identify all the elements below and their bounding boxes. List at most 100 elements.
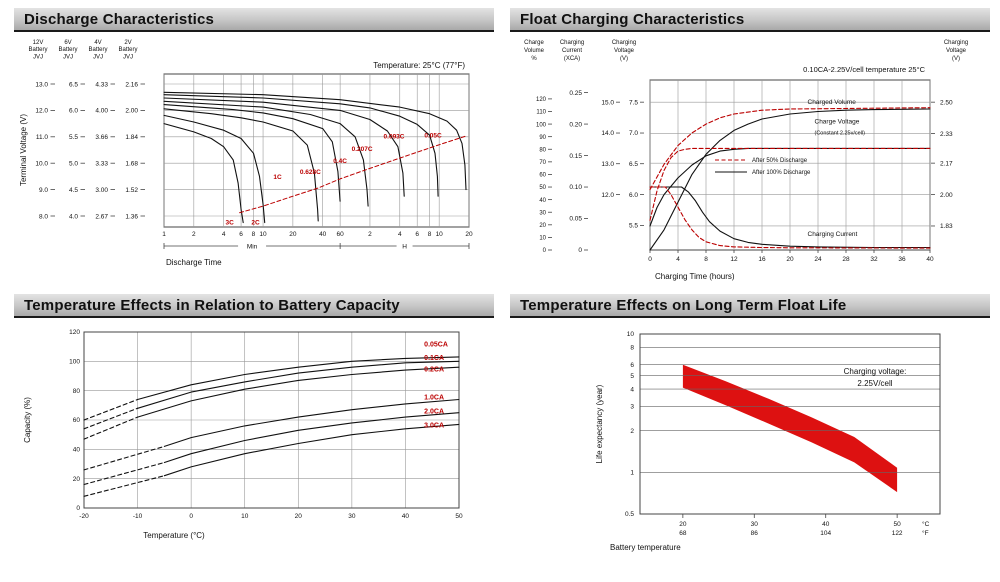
svg-text:6: 6	[415, 231, 419, 238]
panel-discharge: Discharge Characteristics 12V Battery JVJ 1…	[14, 8, 494, 282]
svg-text:0.5: 0.5	[625, 511, 634, 518]
svg-text:13.0: 13.0	[35, 81, 48, 88]
svg-text:0: 0	[578, 247, 582, 254]
svg-text:2.0CA: 2.0CA	[424, 408, 444, 415]
svg-text:1C: 1C	[273, 174, 282, 181]
svg-text:Discharge Time: Discharge Time	[166, 258, 222, 267]
svg-text:2.67: 2.67	[95, 213, 108, 220]
svg-text:3.00: 3.00	[95, 187, 108, 194]
svg-text:40: 40	[73, 447, 81, 454]
svg-text:Charging: Charging	[560, 40, 584, 46]
svg-text:3C: 3C	[225, 219, 234, 226]
svg-text:90: 90	[539, 135, 546, 141]
svg-text:1.84: 1.84	[125, 134, 138, 141]
svg-text:2.00: 2.00	[940, 192, 953, 199]
svg-text:0.05: 0.05	[569, 216, 582, 223]
svg-text:0.207C: 0.207C	[352, 146, 373, 153]
svg-text:40: 40	[822, 521, 830, 528]
svg-text:Temperature (°C): Temperature (°C)	[143, 531, 205, 540]
svg-text:°C: °C	[922, 520, 930, 528]
svg-text:120: 120	[69, 329, 80, 336]
svg-text:6.5: 6.5	[69, 81, 78, 88]
svg-text:0.05C: 0.05C	[424, 133, 442, 140]
panel-float-charging: Float Charging Characteristics Charge Vol…	[510, 8, 990, 282]
svg-text:68: 68	[679, 530, 687, 537]
svg-text:%: %	[531, 56, 537, 62]
svg-text:2: 2	[192, 231, 196, 238]
svg-text:JVJ: JVJ	[93, 54, 103, 60]
svg-text:2: 2	[368, 231, 372, 238]
svg-text:H: H	[402, 244, 407, 251]
svg-text:1.52: 1.52	[125, 187, 138, 194]
panel-temp-capacity-title: Temperature Effects in Relation to Batte…	[24, 297, 400, 314]
svg-text:40: 40	[402, 513, 410, 520]
svg-text:4V: 4V	[94, 40, 101, 46]
svg-text:Charged Volume: Charged Volume	[808, 99, 857, 106]
svg-text:Life expectancy (year): Life expectancy (year)	[595, 384, 604, 463]
svg-text:0: 0	[76, 505, 80, 512]
svg-text:12.0: 12.0	[35, 108, 48, 115]
svg-text:After 50% Discharge: After 50% Discharge	[752, 158, 808, 164]
svg-text:12V: 12V	[33, 40, 44, 46]
temperature-capacity-chart: -20 -10 0 10 20 30 40 50 0 20 40 60 80 100 120 0.05CA 0.…	[14, 318, 494, 558]
svg-text:Battery: Battery	[28, 47, 47, 53]
float-life-chart: 1086543210.5206830864010450122°C°FChargi…	[510, 318, 990, 558]
svg-text:30: 30	[539, 210, 546, 216]
svg-text:Temperature: 25°C (77°F): Temperature: 25°C (77°F)	[373, 61, 465, 70]
svg-text:4.5: 4.5	[69, 187, 78, 194]
panel-discharge-title: Discharge Characteristics	[24, 11, 215, 28]
svg-text:Battery: Battery	[88, 47, 107, 53]
svg-text:0.628C: 0.628C	[300, 169, 321, 176]
svg-text:120: 120	[536, 97, 547, 103]
svg-text:10.0: 10.0	[35, 161, 48, 168]
svg-text:Terminal Voltage (V): Terminal Voltage (V)	[19, 114, 28, 186]
svg-text:5: 5	[630, 373, 634, 380]
svg-text:Charging Time (hours): Charging Time (hours)	[655, 272, 735, 281]
panel-temp-float-life: Temperature Effects on Long Term Float L…	[510, 294, 990, 558]
svg-text:3.33: 3.33	[95, 161, 108, 168]
svg-text:20: 20	[679, 521, 687, 528]
svg-text:6V: 6V	[64, 40, 71, 46]
svg-text:(V): (V)	[952, 56, 960, 62]
panel-temp-float-life-header: Temperature Effects on Long Term Float L…	[510, 294, 990, 318]
svg-text:-20: -20	[79, 513, 89, 520]
svg-text:15.0: 15.0	[601, 99, 614, 106]
svg-text:6.0: 6.0	[629, 192, 638, 199]
svg-text:0.093C: 0.093C	[384, 133, 405, 140]
svg-text:2.33: 2.33	[940, 131, 953, 138]
panel-temp-float-life-title: Temperature Effects on Long Term Float L…	[520, 297, 847, 314]
svg-text:0.25: 0.25	[569, 90, 582, 97]
svg-text:Charge: Charge	[524, 40, 544, 46]
svg-text:6: 6	[630, 362, 634, 369]
svg-text:Capacity (%): Capacity (%)	[23, 397, 32, 443]
svg-text:10: 10	[259, 231, 267, 238]
svg-text:0.4C: 0.4C	[333, 158, 347, 165]
svg-text:2V: 2V	[124, 40, 131, 46]
svg-text:8: 8	[630, 345, 634, 352]
svg-text:Voltage: Voltage	[946, 48, 967, 54]
svg-text:50: 50	[455, 513, 463, 520]
svg-text:Charging: Charging	[612, 40, 636, 46]
svg-text:1.36: 1.36	[125, 213, 138, 220]
svg-text:12: 12	[730, 256, 738, 263]
svg-text:0: 0	[189, 513, 193, 520]
svg-text:20: 20	[539, 223, 546, 229]
battery-datasheet-page: Discharge Characteristics 12V Battery JVJ 1…	[14, 8, 990, 558]
svg-text:40: 40	[319, 231, 327, 238]
svg-text:100: 100	[69, 359, 80, 366]
svg-text:13.0: 13.0	[601, 161, 614, 168]
svg-text:1.68: 1.68	[125, 161, 138, 168]
svg-text:0.10CA-2.25V/cell temperature: 0.10CA-2.25V/cell temperature 25°C	[803, 65, 925, 74]
panel-float-charging-header: Float Charging Characteristics	[510, 8, 990, 32]
svg-text:60: 60	[337, 231, 345, 238]
svg-text:20: 20	[786, 256, 794, 263]
svg-text:7.0: 7.0	[629, 130, 638, 137]
svg-text:30: 30	[751, 521, 759, 528]
svg-text:8.0: 8.0	[39, 213, 48, 220]
svg-text:4: 4	[630, 386, 634, 393]
svg-text:9.0: 9.0	[39, 187, 48, 194]
svg-text:20: 20	[295, 513, 303, 520]
svg-text:4: 4	[222, 231, 226, 238]
svg-text:2.25V/cell: 2.25V/cell	[857, 379, 892, 388]
svg-text:1.0CA: 1.0CA	[424, 394, 444, 401]
